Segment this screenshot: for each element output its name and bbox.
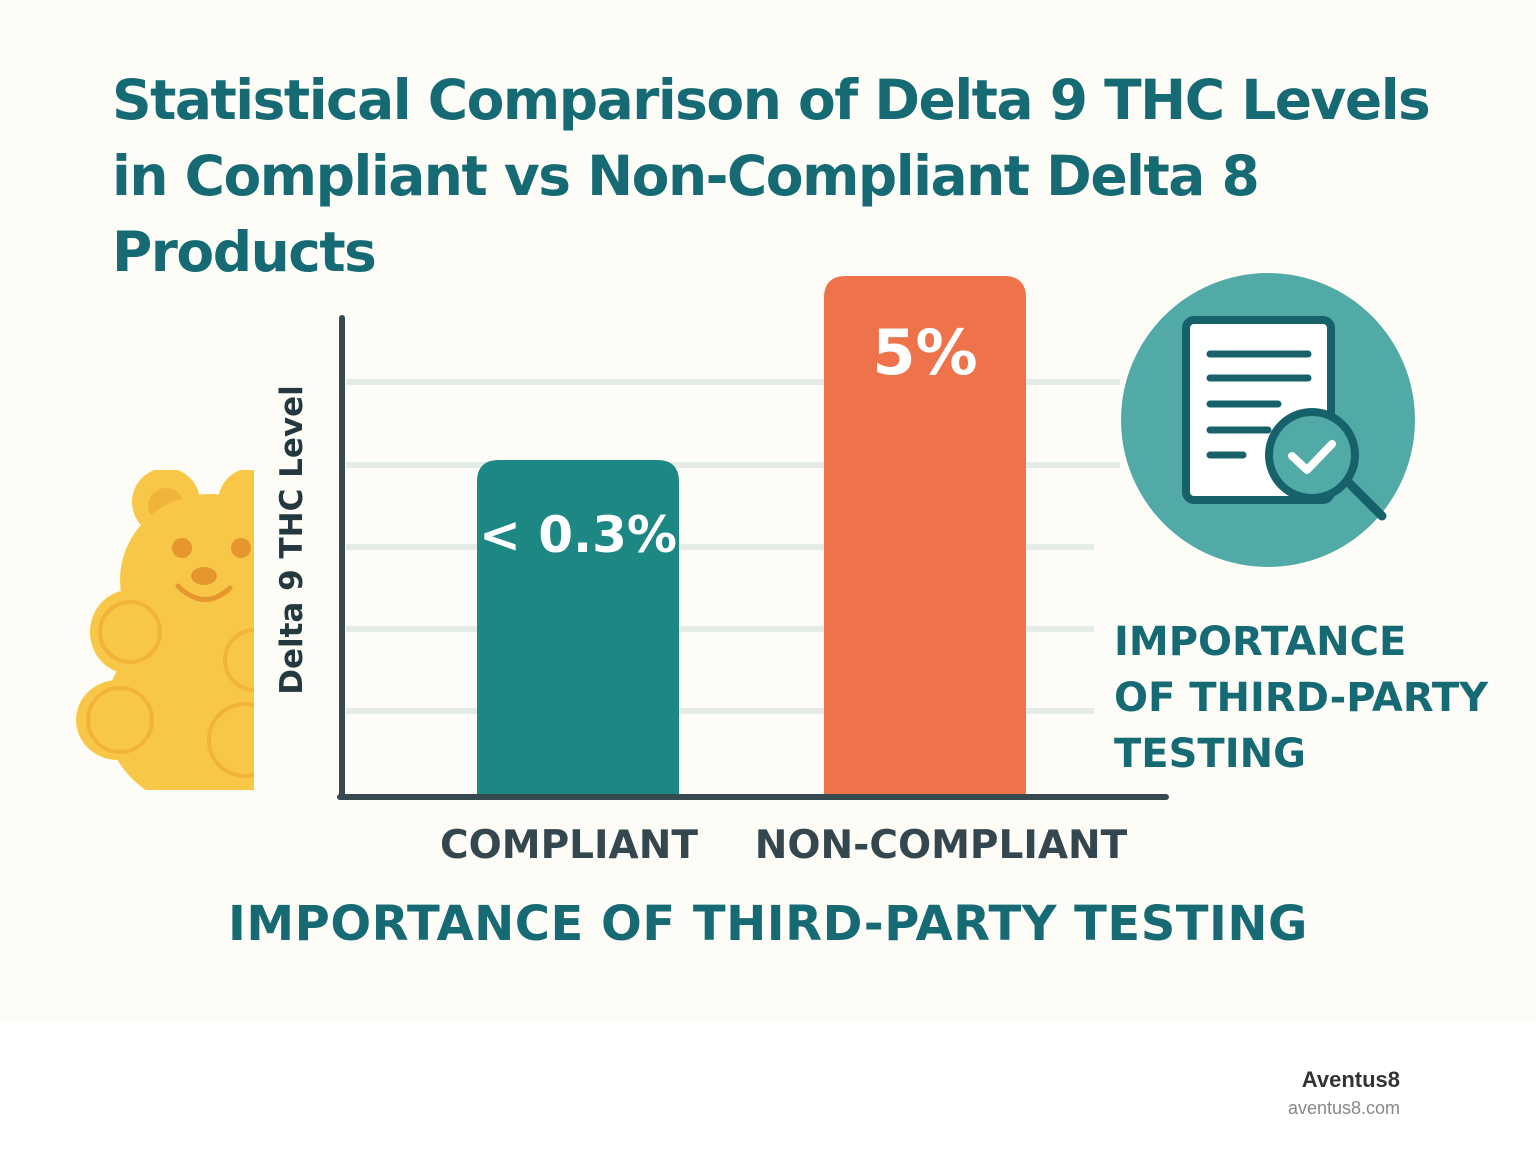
bar-value-label: < 0.3% xyxy=(479,506,677,564)
brand-url[interactable]: aventus8.com xyxy=(1287,1098,1400,1118)
chart-title: Statistical Comparison of Delta 9 THC Le… xyxy=(112,62,1512,290)
side-heading-line-1: IMPORTANCE xyxy=(1114,619,1407,665)
title-line-3: Products xyxy=(112,220,377,284)
bar-value-label: 5% xyxy=(872,316,977,389)
bar-compliant xyxy=(477,460,679,794)
side-heading-line-3: TESTING xyxy=(1114,731,1306,777)
bottom-heading: IMPORTANCE OF THIRD-PARTY TESTING xyxy=(228,896,1308,952)
bars: < 0.3% 5% xyxy=(477,276,1026,794)
side-heading-line-2: OF THIRD-PARTY xyxy=(1114,675,1489,721)
category-label-non-compliant: NON-COMPLIANT xyxy=(755,823,1128,868)
side-heading: IMPORTANCE OF THIRD-PARTY TESTING xyxy=(1114,614,1524,782)
category-label-compliant: COMPLIANT xyxy=(440,823,698,868)
bar-non-compliant xyxy=(824,276,1026,794)
document-check-icon xyxy=(1121,273,1415,567)
brand-name: Aventus8 xyxy=(1301,1067,1400,1092)
gummy-bear-icon xyxy=(76,470,254,790)
title-line-2: in Compliant vs Non-Compliant Delta 8 xyxy=(112,144,1260,208)
brand-block: Aventus8 aventus8.com xyxy=(1288,1066,1400,1122)
title-line-1: Statistical Comparison of Delta 9 THC Le… xyxy=(112,68,1431,132)
